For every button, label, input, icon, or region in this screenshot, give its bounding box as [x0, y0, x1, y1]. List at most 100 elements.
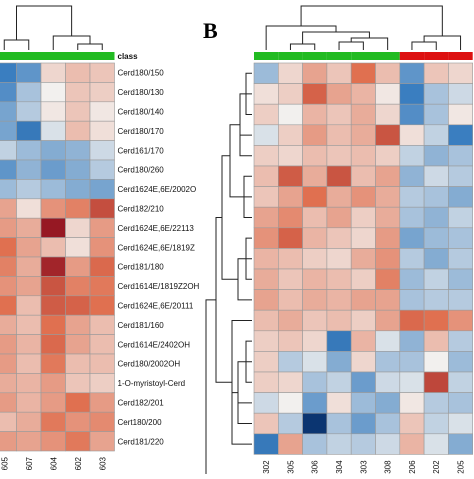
panel-b-heatmap-cell — [253, 330, 279, 352]
panel-a-heatmap-cell — [0, 373, 17, 394]
panel-a-row-label: Cerd1614E/2402OH — [118, 340, 191, 349]
panel-b-heatmap-cell — [253, 227, 279, 249]
panel-b-heatmap-cell — [326, 83, 352, 105]
panel-a-row-label: Cerd1624E,6E/20111 — [118, 302, 194, 311]
panel-b-class-cell — [448, 52, 473, 60]
panel-a-heatmap-cell — [40, 237, 66, 258]
panel-a-heatmap-cell — [16, 82, 42, 103]
panel-b-heatmap-cell — [448, 371, 473, 393]
panel-a-heatmap-cell — [0, 140, 17, 161]
panel-b-column-label: 303 — [359, 460, 368, 474]
panel-b-heatmap-cell — [302, 83, 328, 105]
panel-b-heatmap-cell — [277, 206, 303, 229]
panel-a-heatmap-cell — [65, 276, 91, 297]
panel-b-heatmap-cell — [277, 165, 303, 187]
panel-b-heatmap-cell — [448, 83, 473, 105]
panel-a-heatmap-cell — [16, 179, 42, 200]
panel-a-heatmap-cell — [40, 392, 66, 413]
panel-b-heatmap-cell — [423, 433, 449, 455]
panel-b-heatmap-cell — [448, 330, 473, 352]
panel-a-row-label: Cerd182/201 — [118, 399, 165, 408]
panel-a-column-label: 603 — [98, 456, 107, 470]
panel-a-column-label: 602 — [74, 456, 83, 470]
panel-b-heatmap-cell — [423, 248, 449, 270]
panel-b-label: B — [203, 18, 218, 43]
panel-a-heatmap-cell — [16, 411, 42, 432]
panel-a-heatmap-cell — [65, 411, 91, 432]
panel-a-heatmap-cell — [40, 101, 66, 122]
panel-a-row-label: Cerd181/220 — [118, 437, 165, 446]
panel-b-heatmap-cell — [302, 330, 328, 352]
panel-b-heatmap-cell — [448, 309, 473, 332]
panel-b-heatmap-cell — [277, 309, 303, 332]
panel-b-heatmap-cell — [448, 227, 473, 249]
panel-a-row-label: Cerd161/170 — [118, 146, 165, 155]
panel-b-heatmap-cell — [277, 289, 303, 311]
panel-a-class-cell — [0, 52, 17, 60]
panel-b-heatmap-cell — [399, 83, 425, 105]
panel-a-column-label: 607 — [25, 456, 34, 470]
panel-a-heatmap-cell — [65, 373, 91, 394]
panel-b-column-label: 205 — [457, 460, 466, 474]
panel-b-heatmap-cell — [399, 248, 425, 270]
panel-b-heatmap-cell — [350, 268, 376, 290]
panel-b-column-label: 306 — [311, 460, 320, 474]
panel-b-heatmap: 302 305 306 304 303 308 206 202 205 — [205, 5, 473, 479]
panel-a-heatmap-cell — [89, 431, 115, 452]
panel-b-column-label: 202 — [432, 460, 441, 474]
panel-b-heatmap-cell — [448, 103, 473, 126]
panel-b-heatmap-cell — [302, 145, 328, 167]
panel-b-heatmap-cell — [350, 371, 376, 393]
panel-b-heatmap-cell — [423, 268, 449, 290]
panel-b-heatmap-cell — [326, 392, 352, 414]
panel-a-heatmap-cell — [40, 373, 66, 394]
panel-b-heatmap-cell — [253, 62, 279, 84]
panel-a-heatmap-cell — [89, 159, 115, 180]
panel-b-heatmap-cell — [326, 351, 352, 373]
panel-b-heatmap-cell — [448, 62, 473, 84]
panel-a-row-label: Cerd1624E,6E/1819Z — [118, 243, 196, 252]
panel-b-heatmap-cell — [448, 186, 473, 208]
panel-b-heatmap-cell — [253, 268, 279, 290]
panel-a-class-cell — [90, 52, 115, 60]
panel-a-heatmap-cell — [16, 217, 42, 238]
panel-b-heatmap-cell — [375, 268, 401, 290]
panel-b-heatmap-cell — [326, 309, 352, 332]
panel-b-heatmap-cell — [277, 268, 303, 290]
panel-b-heatmap-cell — [326, 206, 352, 229]
panel-b-heatmap-cell — [423, 227, 449, 249]
panel-b-heatmap-cell — [253, 165, 279, 187]
panel-b-heatmap-cell — [326, 433, 352, 455]
panel-a-heatmap-cell — [0, 159, 17, 180]
panel-b-heatmap-cell — [253, 206, 279, 229]
panel-b-heatmap-cell — [277, 330, 303, 352]
panel-a-column-dendrogram — [3, 5, 103, 50]
panel-a-heatmap-cell — [16, 101, 42, 122]
panel-b-heatmap-cell — [375, 392, 401, 414]
panel-a-heatmap-cell — [40, 120, 66, 141]
panel-b-heatmap-cell — [253, 289, 279, 311]
panel-b-heatmap-cell — [326, 227, 352, 249]
panel-a-row-label: Cerd180/260 — [118, 166, 165, 175]
panel-a-heatmap-cell — [65, 120, 91, 141]
panel-b-heatmap-cell — [375, 145, 401, 167]
panel-b-heatmap-cell — [399, 351, 425, 373]
panel-a-heatmap-cell — [16, 314, 42, 335]
panel-a-heatmap-cell — [16, 334, 42, 355]
panel-a-heatmap-cell — [16, 392, 42, 413]
panel-b-heatmap-cell — [423, 371, 449, 393]
panel-a-heatmap-cell — [89, 120, 115, 141]
panel-a-heatmap-cell — [16, 373, 42, 394]
panel-b-heatmap-cell — [302, 165, 328, 187]
panel-b-heatmap-cell — [399, 268, 425, 290]
panel-b-heatmap-cell — [423, 206, 449, 229]
panel-a-heatmap-cell — [65, 353, 91, 374]
panel-a-heatmap-cell — [89, 295, 115, 316]
panel-b-heatmap-cell — [448, 433, 473, 455]
panel-b-heatmap-cell — [253, 351, 279, 373]
panel-b-heatmap-cell — [277, 392, 303, 414]
panel-b-heatmap-cell — [423, 392, 449, 414]
panel-a-heatmap-cell — [0, 101, 17, 122]
panel-a-heatmap-cell — [40, 82, 66, 103]
